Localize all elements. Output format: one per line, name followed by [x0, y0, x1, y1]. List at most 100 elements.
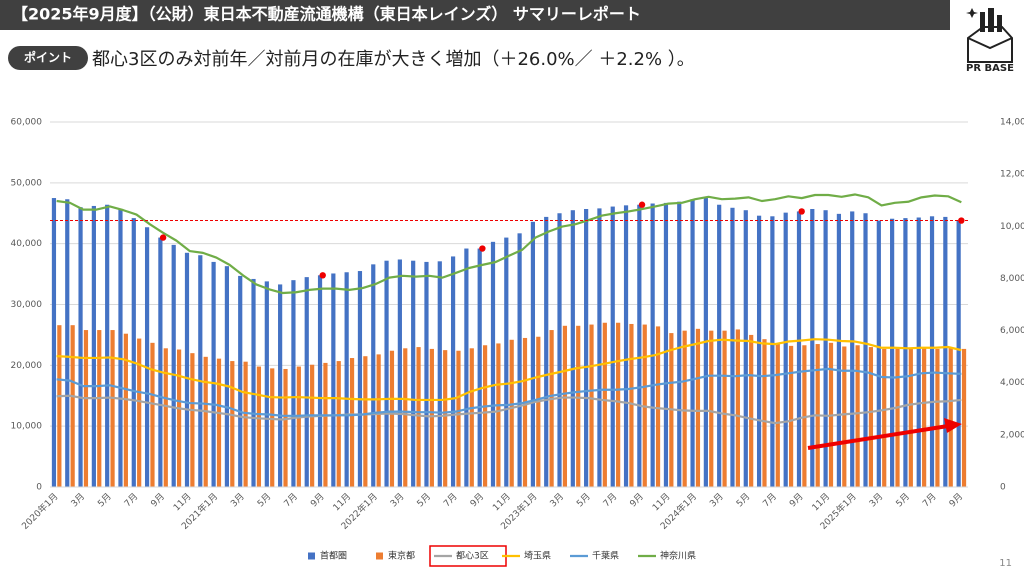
line	[56, 394, 962, 425]
bar	[310, 364, 315, 487]
bar	[677, 201, 682, 488]
bar	[876, 220, 881, 488]
bar	[762, 339, 767, 487]
header-bar	[0, 0, 950, 30]
bar	[544, 216, 549, 487]
bar	[323, 362, 328, 487]
y2-tick-label: 2,000	[1000, 430, 1024, 440]
bar	[836, 213, 842, 487]
bar	[331, 273, 336, 487]
bar	[722, 330, 727, 487]
x-tick-label: 9月	[149, 491, 167, 509]
bar	[908, 347, 913, 487]
bar	[158, 237, 163, 487]
x-tick-label: 5月	[734, 491, 752, 509]
bar	[562, 325, 568, 487]
x-tick-label: 11月	[331, 491, 353, 513]
bar	[530, 221, 536, 487]
bar	[597, 208, 602, 487]
bar	[150, 342, 155, 487]
arrow-head	[944, 418, 962, 433]
x-tick-label: 11月	[650, 491, 672, 513]
page-number: 11	[999, 558, 1012, 569]
x-tick-label: 7月	[122, 491, 140, 509]
bar	[344, 272, 349, 487]
bar	[437, 261, 442, 487]
bar	[384, 260, 389, 487]
x-tick-label: 3月	[69, 491, 87, 509]
bar	[655, 326, 661, 487]
y-tick-label: 20,000	[11, 361, 43, 371]
bar	[70, 325, 75, 487]
highlight-dot	[479, 245, 486, 252]
bar	[336, 361, 341, 487]
bar	[389, 350, 395, 487]
bar	[97, 330, 102, 487]
bar	[895, 348, 900, 487]
bar	[682, 330, 687, 487]
bar	[224, 266, 230, 487]
y2-tick-label: 8,000	[1000, 274, 1024, 284]
bar	[775, 344, 780, 487]
bar	[190, 353, 195, 487]
x-tick-label: 9月	[628, 491, 646, 509]
bar	[230, 361, 235, 487]
x-tick-label: 9月	[308, 491, 326, 509]
bar	[270, 368, 275, 487]
bar	[110, 330, 115, 487]
logo-text: PR BASE	[966, 63, 1014, 74]
point-badge	[8, 46, 88, 70]
bar	[882, 348, 887, 487]
x-tick-label: 3月	[388, 491, 406, 509]
bar	[749, 334, 754, 487]
x-tick-label: 5月	[255, 491, 273, 509]
x-tick-label: 5月	[96, 491, 114, 509]
bar	[855, 345, 860, 487]
x-tick-label: 2020年1月	[19, 490, 60, 531]
bar	[868, 347, 874, 487]
x-tick-label: 3月	[548, 491, 566, 509]
bar	[456, 350, 461, 487]
bar	[509, 339, 514, 487]
bar	[51, 198, 57, 487]
header-title: 【2025年9月度】（公財）東日本不動産流通機構（東日本レインズ） サマリーレポ…	[12, 5, 641, 24]
bar	[443, 350, 448, 487]
bar	[291, 280, 296, 487]
logo: PR BASE	[966, 8, 1014, 74]
bar	[616, 322, 621, 487]
bar	[144, 227, 150, 487]
bar	[363, 356, 368, 487]
bar	[850, 211, 855, 488]
bar	[690, 199, 695, 487]
trend-arrow	[807, 424, 949, 450]
highlight-dot	[958, 217, 965, 224]
bar	[403, 348, 408, 487]
x-tick-label: 7月	[920, 491, 938, 509]
y2-tick-label: 6,000	[1000, 326, 1024, 336]
bar	[549, 330, 554, 487]
bar	[935, 348, 940, 487]
bar	[203, 356, 208, 487]
y-tick-label: 30,000	[11, 300, 43, 310]
bar	[922, 348, 927, 487]
bar	[317, 275, 323, 487]
bar	[842, 346, 847, 487]
legend-label: 神奈川県	[660, 550, 696, 562]
bar	[243, 361, 248, 487]
bar	[397, 259, 402, 487]
point-badge-text: ポイント	[24, 50, 72, 65]
bar	[482, 345, 488, 487]
bar	[610, 206, 615, 487]
x-tick-label: 9月	[787, 491, 805, 509]
y2-tick-label: 0	[1000, 483, 1006, 493]
y2-tick-label: 4,000	[1000, 378, 1024, 388]
bar	[522, 337, 528, 487]
bar	[517, 233, 522, 487]
y-tick-label: 0	[36, 483, 42, 493]
legend-label: 埼玉県	[524, 550, 551, 562]
bar	[650, 203, 655, 487]
bar	[810, 208, 815, 487]
bar	[349, 358, 355, 487]
bar	[695, 328, 701, 487]
